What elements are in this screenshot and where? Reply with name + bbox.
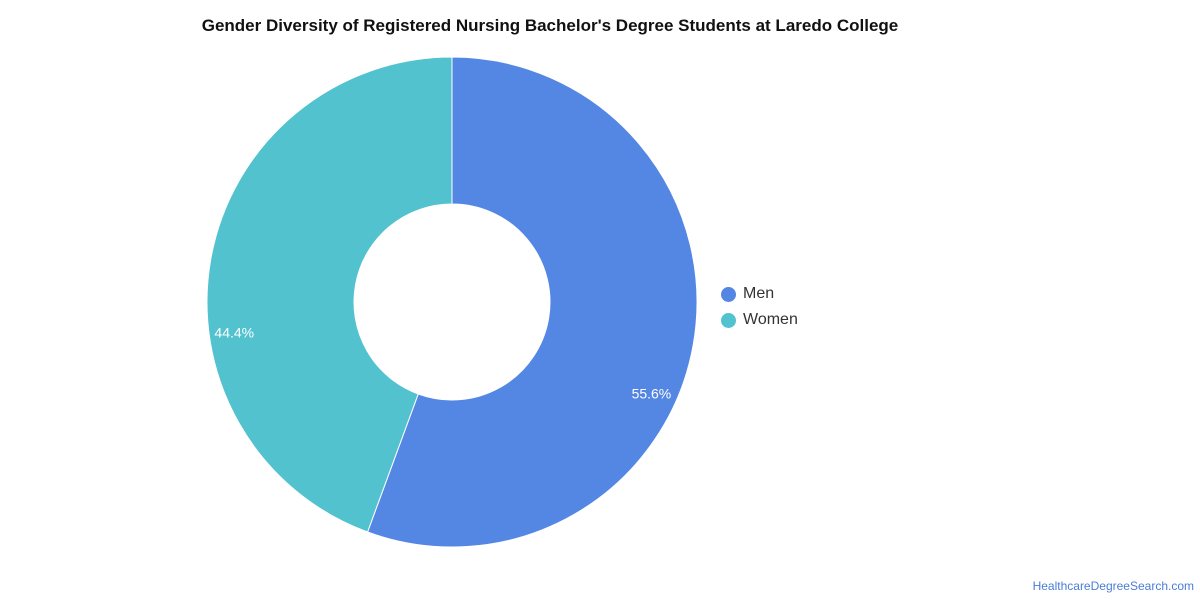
chart-legend: Men Women [721,281,798,333]
legend-label-women: Women [743,311,798,328]
donut-slice-men[interactable] [366,56,698,548]
slice-label-men: 55.6% [632,386,672,402]
legend-label-men: Men [743,285,775,302]
legend-item-men[interactable]: Men [721,281,798,307]
legend-swatch-women [721,312,736,328]
donut-chart: 55.6% 44.4% [206,56,698,548]
donut-slice-women[interactable] [206,56,453,533]
slice-label-women: 44.4% [214,324,254,340]
chart-title: Gender Diversity of Registered Nursing B… [201,16,899,35]
legend-swatch-men [721,286,736,302]
source-credit-link[interactable]: HealthcareDegreeSearch.com [1032,579,1194,593]
legend-item-women[interactable]: Women [721,307,798,333]
